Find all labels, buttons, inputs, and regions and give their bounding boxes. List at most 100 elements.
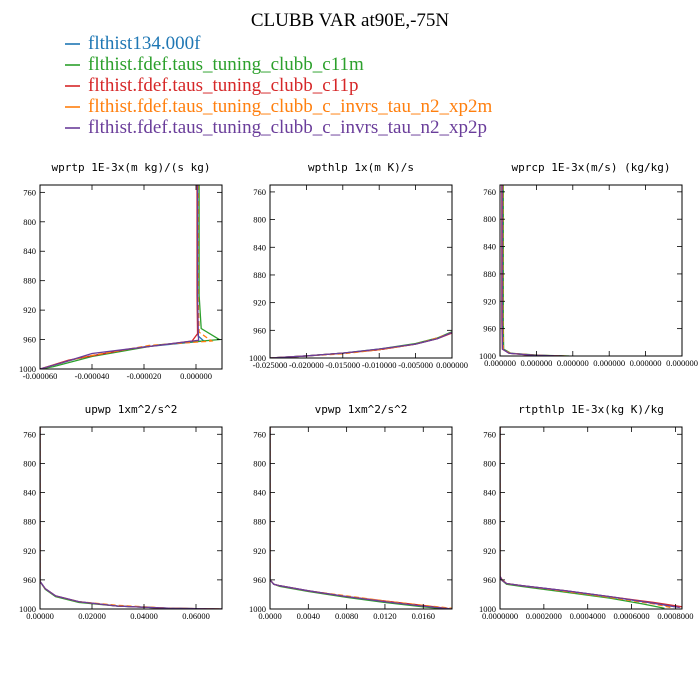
y-tick-label: 920	[253, 298, 266, 308]
series-line	[500, 427, 680, 609]
x-tick-label: 0.000000	[180, 371, 212, 381]
series-line	[40, 185, 199, 369]
y-tick-label: 1000	[479, 604, 496, 614]
x-tick-label: -0.010000	[362, 360, 397, 370]
y-tick-label: 920	[483, 546, 496, 556]
legend-entry: flthist.fdef.taus_tuning_clubb_c_invrs_t…	[65, 117, 487, 138]
y-tick-label: 920	[23, 305, 36, 315]
panel-1: wprtp 1E-3x(m kg)/(s kg) 760 800 840 880 920 9…	[19, 161, 223, 381]
legend-label: flthist.fdef.taus_tuning_clubb_c11m	[88, 54, 364, 75]
x-tick-label: 0.000000	[630, 358, 662, 368]
y-tick-label: 760	[23, 187, 36, 197]
y-tick-label: 760	[23, 429, 36, 439]
series-line	[270, 427, 452, 609]
panel-title: rtpthlp 1E-3x(kg K)/kg	[518, 403, 664, 416]
y-tick-label: 840	[23, 246, 36, 256]
series-line	[270, 427, 452, 609]
y-tick-label: 760	[253, 187, 266, 197]
y-tick-label: 800	[23, 217, 36, 227]
y-tick-label: 840	[483, 242, 496, 252]
panel-title: upwp 1xm^2/s^2	[85, 403, 178, 416]
series-line	[501, 185, 562, 356]
series-line	[40, 427, 222, 609]
x-tick-label: 0.0008000	[657, 611, 693, 621]
series-line	[40, 427, 222, 609]
y-tick-label: 880	[483, 269, 496, 279]
plot-frame	[499, 184, 683, 357]
legend-entry: flthist.fdef.taus_tuning_clubb_c11p	[65, 75, 359, 96]
x-tick-label: 0.0160	[412, 611, 435, 621]
x-tick-label: 0.06000	[182, 611, 210, 621]
series-line	[502, 185, 570, 356]
x-tick-label: 0.000000	[484, 358, 516, 368]
x-tick-label: 0.0002000	[526, 611, 562, 621]
y-tick-label: 800	[483, 214, 496, 224]
y-tick-label: 1000	[249, 604, 266, 614]
plot-frame	[39, 426, 223, 610]
y-tick-label: 800	[253, 215, 266, 225]
y-tick-label: 880	[253, 270, 266, 280]
panel-4: upwp 1xm^2/s^2 760 800 840 880 920 960 10000.00…	[19, 403, 223, 621]
plot-frame	[39, 184, 223, 370]
panel-2: wpthlp 1x(m K)/s7608008408809209601000-0…	[249, 161, 468, 370]
x-tick-label: 0.0000000	[482, 611, 518, 621]
y-tick-label: 960	[483, 575, 496, 585]
panel-title: wpthlp 1x(m K)/s	[308, 161, 414, 174]
series-line	[270, 427, 452, 609]
y-tick-label: 1000	[19, 604, 36, 614]
series-line	[500, 427, 682, 608]
legend-label: flthist.fdef.taus_tuning_clubb_c_invrs_t…	[88, 96, 492, 117]
x-tick-label: 0.04000	[130, 611, 158, 621]
legend-entry: flthist134.000f	[65, 33, 201, 54]
series-line	[270, 331, 452, 358]
series-group	[270, 331, 452, 358]
x-tick-label: 0.02000	[78, 611, 106, 621]
x-tick-label: 0.000000	[557, 358, 589, 368]
x-tick-label: -0.015000	[325, 360, 360, 370]
series-line	[500, 427, 672, 609]
panel-title: vpwp 1xm^2/s^2	[315, 403, 408, 416]
x-tick-label: -0.005000	[398, 360, 433, 370]
series-line	[501, 185, 564, 356]
series-line	[502, 185, 566, 356]
y-tick-label: 920	[23, 546, 36, 556]
x-tick-label: 0.0000	[258, 611, 281, 621]
x-tick-label: 0.0006000	[614, 611, 650, 621]
y-tick-label: 800	[23, 458, 36, 468]
x-tick-label: -0.025000	[253, 360, 288, 370]
series-line	[40, 427, 222, 609]
series-line	[270, 331, 452, 358]
series-line	[40, 427, 220, 609]
plot-frame	[269, 184, 453, 359]
y-tick-label: 800	[483, 458, 496, 468]
y-tick-label: 760	[483, 429, 496, 439]
series-line	[501, 185, 564, 356]
series-group	[40, 427, 222, 609]
series-line	[40, 185, 200, 369]
x-tick-label: 0.0120	[373, 611, 396, 621]
panel-6: rtpthlp 1E-3x(kg K)/kg 760 800 840 880 920 960…	[479, 403, 693, 621]
series-line	[270, 331, 452, 358]
y-tick-label: 960	[23, 575, 36, 585]
series-line	[270, 332, 452, 358]
x-tick-label: 0.000000	[666, 358, 698, 368]
legend-label: flthist.fdef.taus_tuning_clubb_c11p	[88, 75, 359, 96]
y-tick-label: 960	[253, 575, 266, 585]
series-group	[501, 185, 570, 356]
y-tick-label: 920	[253, 546, 266, 556]
panel-3: wprcp 1E-3x(m/s) (kg/kg) 760 800 840 880 920 9…	[479, 161, 698, 368]
legend-entry: flthist.fdef.taus_tuning_clubb_c_invrs_t…	[65, 96, 492, 117]
x-tick-label: -0.000020	[127, 371, 162, 381]
x-tick-label: 0.000000	[436, 360, 468, 370]
legend-label: flthist134.000f	[88, 33, 201, 54]
series-line	[40, 427, 222, 609]
y-tick-label: 800	[253, 458, 266, 468]
x-tick-label: 0.0004000	[570, 611, 606, 621]
y-tick-label: 960	[483, 324, 496, 334]
series-line	[270, 331, 452, 358]
plot-frame	[499, 426, 683, 610]
y-tick-label: 840	[253, 488, 266, 498]
x-tick-label: 0.0080	[335, 611, 358, 621]
y-tick-label: 1000	[19, 364, 36, 374]
